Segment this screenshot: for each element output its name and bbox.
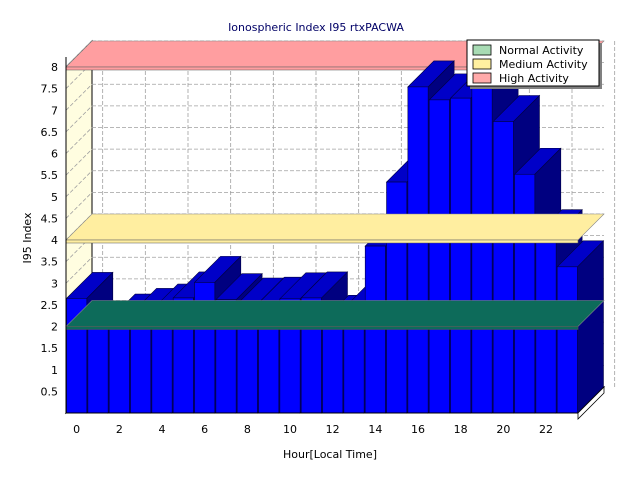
axes [65,57,605,420]
legend-swatch [472,58,492,70]
y-tick-label: 7 [51,104,58,117]
legend-label: Medium Activity [499,58,588,71]
y-tick-label: 7.5 [41,83,59,96]
band-normal-top [65,300,605,327]
y-tick-label: 0.5 [41,385,59,398]
x-tick-label: 6 [201,423,208,436]
activity-bands-front [65,213,605,330]
bar [450,97,472,414]
band-medium-top [65,213,605,241]
y-tick-label: 4 [51,234,58,247]
y-tick-label: 2.5 [41,299,59,312]
band-medium-edge [65,239,579,244]
band-normal-edge [65,326,579,330]
legend-swatch [472,72,492,84]
bar [407,86,429,414]
x-tick-label: 18 [454,423,468,436]
y-tick-label: 8 [51,61,58,74]
x-tick-label: 10 [283,423,297,436]
bar [492,121,514,414]
y-tick-label: 1.5 [41,342,59,355]
gridline-side [65,170,93,198]
bar [556,266,578,414]
y-tick-label: 1 [51,364,58,377]
bar [108,319,130,414]
y-tick-label: 5.5 [41,169,59,182]
y-tick-labels: 0.5 1 1.5 2 2.5 3 3.5 4 4.5 5 5.5 6 6.5 7 7.5 8 [41,61,59,398]
floor-edge [577,386,605,420]
x-tick-label: 16 [411,423,425,436]
bar [514,173,536,414]
y-tick-label: 4.5 [41,212,59,225]
gridline-side [65,148,93,176]
legend-label: High Activity [499,72,569,85]
x-tick-label: 2 [116,423,123,436]
bar-side [577,240,604,414]
gridline-side [65,256,93,284]
y-tick-label: 3.5 [41,256,59,269]
bar [87,328,109,414]
bar [471,84,493,414]
gridline-side [65,127,93,154]
gridline-side [65,83,93,111]
bar [322,321,344,414]
gridline-side [65,105,93,133]
chart-title: Ionospheric Index I95 rtxPACWA [228,21,404,34]
y-axis-label: I95 Index [21,212,34,264]
x-axis-label: Hour[Local Time] [283,448,377,461]
x-tick-label: 14 [368,423,382,436]
bar [428,99,450,414]
x-tick-label: 0 [73,423,80,436]
y-tick-label: 6 [51,148,58,161]
y-tick-label: 5 [51,191,58,204]
x-tick-label: 12 [326,423,340,436]
x-tick-label: 22 [539,423,553,436]
x-tick-labels: 0 2 4 6 8 10 12 14 16 18 20 22 [73,423,553,436]
gridline-side [65,192,93,219]
y-tick-label: 6.5 [41,126,59,139]
legend-swatch [472,44,492,56]
x-tick-label: 4 [159,423,166,436]
y-tick-label: 2 [51,321,58,334]
legend-label: Normal Activity [499,44,584,57]
y-tick-label: 3 [51,277,58,290]
x-tick-label: 20 [496,423,510,436]
x-tick-label: 8 [244,423,251,436]
